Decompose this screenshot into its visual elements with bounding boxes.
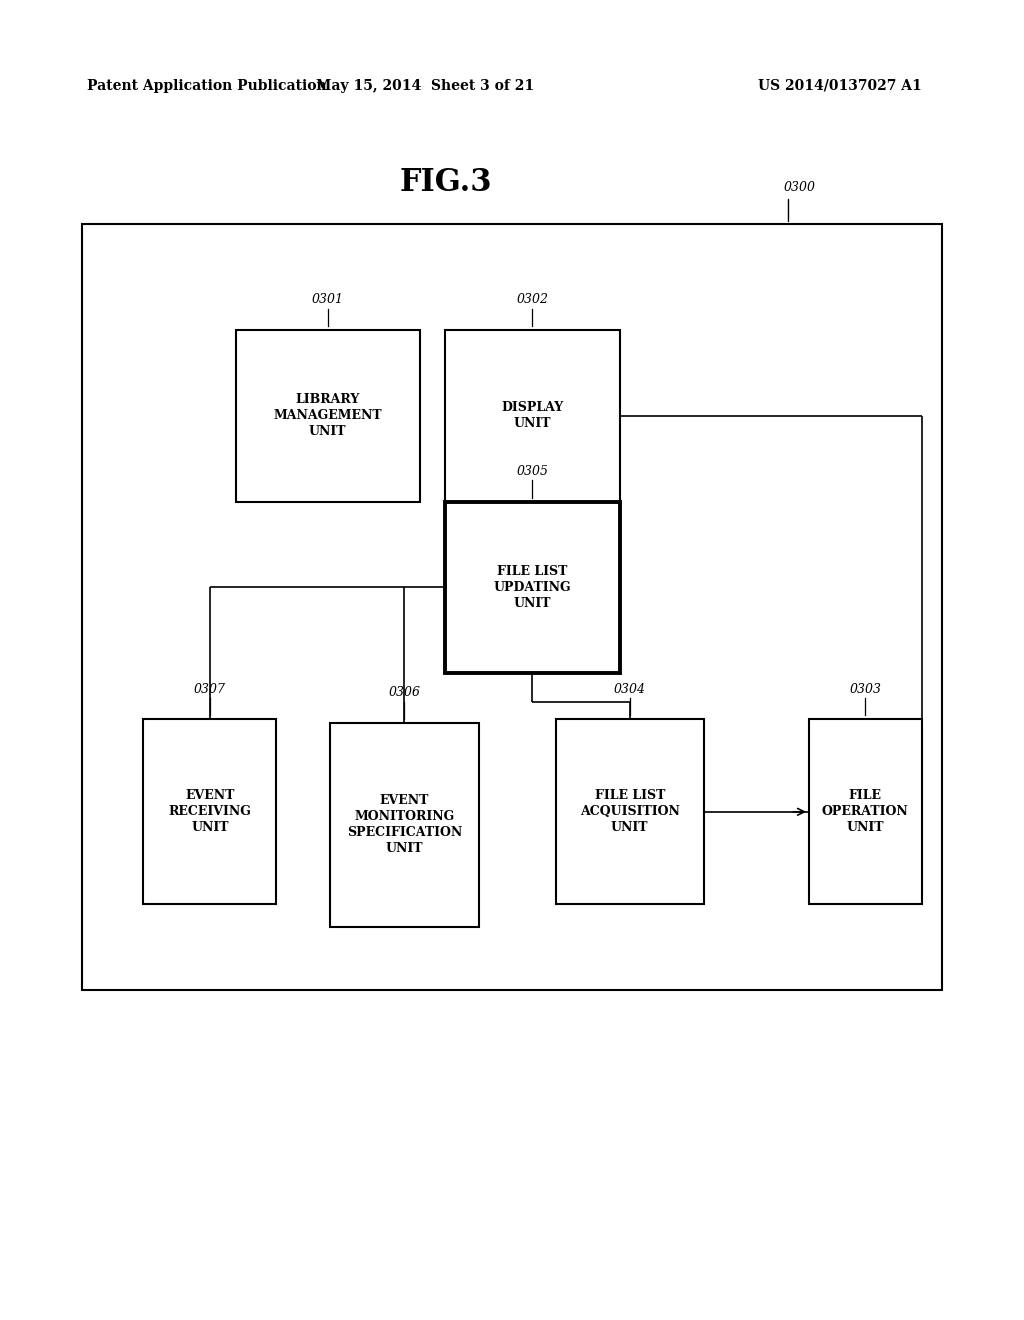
Text: FILE LIST
UPDATING
UNIT: FILE LIST UPDATING UNIT: [494, 565, 571, 610]
Text: FILE LIST
ACQUISITION
UNIT: FILE LIST ACQUISITION UNIT: [580, 789, 680, 834]
Text: FILE
OPERATION
UNIT: FILE OPERATION UNIT: [822, 789, 908, 834]
Text: 0307: 0307: [194, 682, 226, 696]
Bar: [330, 723, 479, 927]
Text: 0301: 0301: [311, 293, 344, 306]
Text: 0302: 0302: [516, 293, 549, 306]
Text: EVENT
RECEIVING
UNIT: EVENT RECEIVING UNIT: [169, 789, 251, 834]
Text: May 15, 2014  Sheet 3 of 21: May 15, 2014 Sheet 3 of 21: [315, 79, 535, 92]
Text: EVENT
MONITORING
SPECIFICATION
UNIT: EVENT MONITORING SPECIFICATION UNIT: [347, 795, 462, 855]
Bar: [82, 224, 942, 990]
Bar: [445, 502, 620, 673]
Text: FIG.3: FIG.3: [399, 166, 492, 198]
Bar: [143, 719, 276, 904]
Bar: [809, 719, 922, 904]
Text: 0306: 0306: [388, 686, 421, 700]
Text: US 2014/0137027 A1: US 2014/0137027 A1: [758, 79, 922, 92]
Text: 0305: 0305: [516, 465, 549, 478]
Bar: [555, 719, 705, 904]
Text: LIBRARY
MANAGEMENT
UNIT: LIBRARY MANAGEMENT UNIT: [273, 393, 382, 438]
Bar: [236, 330, 420, 502]
Text: DISPLAY
UNIT: DISPLAY UNIT: [502, 401, 563, 430]
Text: Patent Application Publication: Patent Application Publication: [87, 79, 327, 92]
Text: 0304: 0304: [613, 682, 646, 696]
Text: 0300: 0300: [783, 181, 815, 194]
Text: 0303: 0303: [849, 682, 882, 696]
Bar: [445, 330, 620, 502]
